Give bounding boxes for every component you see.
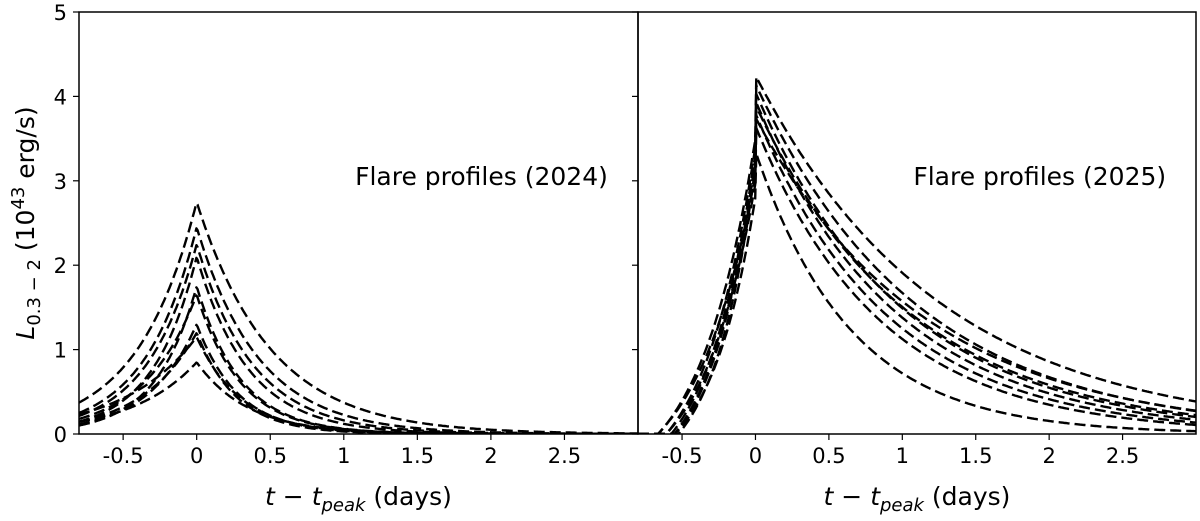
- flare-curve-1: [638, 75, 1196, 434]
- flare-curve-9: [79, 336, 638, 434]
- y-tick-label: 0: [54, 423, 67, 447]
- x-axis-label: t − tpeak (days): [265, 482, 452, 516]
- x-tick-label: 1.5: [401, 444, 434, 468]
- flare-curve-1: [79, 201, 638, 434]
- flare-curve-2: [79, 227, 638, 434]
- x-tick-label: -0.5: [662, 444, 703, 468]
- x-axis-label: t − tpeak (days): [824, 482, 1011, 516]
- flare-curve-2: [638, 84, 1196, 434]
- y-tick-label: 2: [54, 254, 67, 278]
- flare-curve-6: [638, 114, 1196, 434]
- x-tick-label: 0.5: [254, 444, 287, 468]
- x-tick-label: -0.5: [103, 444, 144, 468]
- flare-curve-4: [638, 101, 1196, 434]
- curves: [638, 75, 1196, 434]
- flare-curve-8: [638, 126, 1196, 434]
- x-tick-label: 2: [484, 444, 497, 468]
- flare-curve-9: [638, 152, 1196, 434]
- flare-curve-7: [638, 117, 1196, 434]
- panel-annotation: Flare profiles (2024): [355, 162, 608, 191]
- flare-curve-6: [79, 294, 638, 434]
- y-tick-label: 4: [54, 85, 67, 109]
- x-tick-label: 1.5: [959, 444, 992, 468]
- x-tick-label: 1: [896, 444, 909, 468]
- x-tick-label: 0.5: [812, 444, 845, 468]
- y-axis-label: L0.3 − 2 (1043 erg/s): [8, 106, 45, 339]
- x-tick-label: 0: [190, 444, 203, 468]
- x-tick-label: 1: [337, 444, 350, 468]
- flare-curve-4: [79, 256, 638, 434]
- x-tick-label: 0: [749, 444, 762, 468]
- x-tick-label: 2: [1042, 444, 1055, 468]
- y-tick-label: 1: [54, 339, 67, 363]
- x-tick-label: 2.5: [548, 444, 581, 468]
- plot-frame: [637, 11, 1197, 435]
- flare-curve-5: [638, 105, 1196, 434]
- panel-annotation: Flare profiles (2025): [913, 162, 1166, 191]
- left-panel-2024: -0.5 0 0.5 1 1.5 2 2.5 0 1 2 3 4 5 Flare profiles (20…: [8, 1, 639, 516]
- flare-curve-8: [79, 332, 638, 434]
- y-tick-label: 3: [54, 170, 67, 194]
- y-tick-label: 5: [54, 1, 67, 25]
- flare-curve-7: [79, 323, 638, 434]
- right-panel-2025: -0.5 0 0.5 1 1.5 2 2.5 Flare profiles (2025) t −…: [632, 11, 1197, 516]
- curves: [79, 201, 638, 434]
- x-tick-label: 2.5: [1106, 444, 1139, 468]
- flare-curve-3: [79, 243, 638, 434]
